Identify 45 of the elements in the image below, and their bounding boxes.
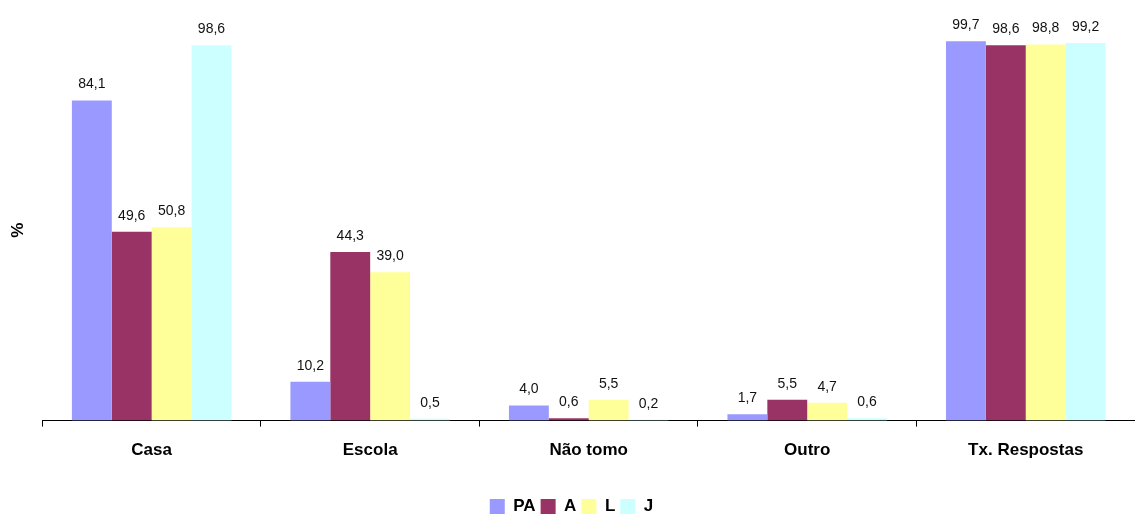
bar <box>807 402 848 421</box>
x-tick-label: Casa <box>131 440 173 460</box>
x-tick-label: Não tomo <box>549 440 628 460</box>
data-label: 98,8 <box>1032 19 1060 36</box>
data-label: 44,3 <box>336 226 365 243</box>
data-label: 50,8 <box>157 202 186 219</box>
bar <box>945 41 986 421</box>
data-label: 5,5 <box>777 374 798 391</box>
x-tick-label: Tx. Respostas <box>968 440 1084 460</box>
y-axis-title: % <box>7 222 27 238</box>
bar <box>111 231 152 421</box>
legend-label: A <box>564 496 577 516</box>
legend-label: PA <box>513 496 536 516</box>
data-label: 0,6 <box>559 393 579 410</box>
bar <box>588 399 629 421</box>
data-label: 5,5 <box>598 374 619 391</box>
bar <box>191 45 232 421</box>
legend-label: J <box>643 496 654 516</box>
data-label: 98,6 <box>197 20 226 37</box>
bar <box>370 272 411 421</box>
data-label: 1,7 <box>737 388 758 405</box>
data-label: 99,7 <box>952 16 980 32</box>
data-label: 84,1 <box>78 75 106 92</box>
data-label: 4,7 <box>817 377 838 394</box>
bar <box>727 414 768 421</box>
data-label: 0,2 <box>638 394 659 411</box>
x-tick-label: Escola <box>342 440 399 460</box>
data-label: 39,0 <box>376 247 404 264</box>
x-tick-label: Outro <box>784 440 831 460</box>
data-label: 49,6 <box>118 206 146 223</box>
bar <box>985 45 1026 421</box>
data-label: 0,6 <box>857 393 877 410</box>
bar <box>290 381 331 421</box>
data-label: 4,0 <box>519 380 539 397</box>
bar <box>1025 44 1066 421</box>
bar <box>508 405 549 421</box>
data-label: 0,5 <box>420 393 440 410</box>
bar <box>71 100 112 421</box>
legend-label: L <box>604 496 616 516</box>
data-label: 99,2 <box>1071 17 1100 34</box>
bar <box>151 227 192 421</box>
bar <box>330 251 371 421</box>
data-label: 98,6 <box>992 20 1020 37</box>
data-label: 10,2 <box>296 356 325 373</box>
bar <box>767 399 808 421</box>
